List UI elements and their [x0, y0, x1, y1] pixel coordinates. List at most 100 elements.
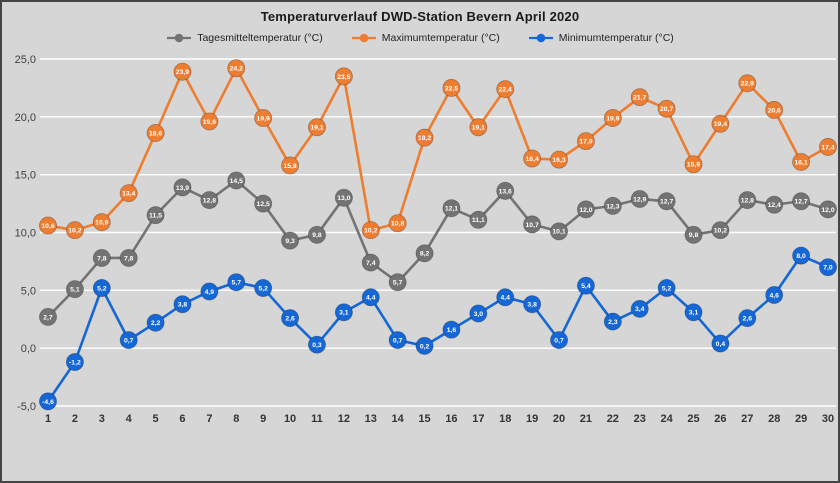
data-point-label: 2,2	[151, 320, 161, 327]
data-point-label: 14,5	[230, 178, 243, 185]
data-point-marker	[227, 273, 246, 292]
x-axis-label: 3	[99, 413, 105, 425]
x-axis-label: 8	[233, 413, 239, 425]
data-point-label: 11,1	[472, 217, 485, 224]
data-point-marker	[227, 171, 246, 190]
data-point-marker	[523, 149, 542, 168]
chart-title: Temperaturverlauf DWD-Station Bevern Apr…	[260, 9, 580, 24]
x-axis-label: 5	[153, 413, 159, 425]
data-point-label: 8,0	[796, 253, 806, 260]
series-line-min	[46, 254, 829, 403]
data-point-label: 13,6	[499, 188, 512, 195]
data-point-marker	[361, 221, 380, 240]
x-axis-label: 27	[741, 413, 753, 425]
data-point-label: 18,6	[149, 130, 162, 137]
x-axis-label: 13	[365, 413, 377, 425]
x-axis-label: 11	[311, 413, 323, 425]
x-axis-label: 24	[660, 413, 673, 425]
data-point-label: 8,2	[420, 251, 430, 258]
data-point-marker	[657, 279, 676, 298]
x-axis-label: 21	[580, 413, 592, 425]
data-point-label: 5,1	[70, 287, 80, 294]
data-point-label: 5,4	[581, 283, 591, 290]
x-axis-label: 16	[445, 413, 457, 425]
data-point-marker	[173, 295, 192, 314]
data-point-label: 12,7	[660, 199, 673, 206]
data-point-marker	[65, 221, 84, 240]
data-point-label: 5,2	[258, 285, 268, 292]
data-point-label: 16,3	[552, 157, 565, 164]
legend-item-mean: Tagesmitteltemperatur (°C)	[166, 32, 323, 44]
data-point-marker	[92, 279, 111, 298]
x-axis-label: 12	[338, 413, 350, 425]
data-point-marker	[388, 214, 407, 233]
x-axis-label: 26	[714, 413, 726, 425]
data-point-label: 3,8	[527, 302, 537, 309]
x-axis-label: 14	[392, 413, 405, 425]
data-point-label: 19,6	[203, 119, 216, 126]
data-point-marker	[415, 336, 434, 355]
data-point-label: 0,7	[124, 337, 134, 344]
data-point-label: 12,0	[821, 207, 834, 214]
data-point-label: 12,0	[579, 207, 592, 214]
data-point-marker	[819, 200, 838, 219]
data-point-label: 12,5	[257, 201, 270, 208]
data-point-label: 22,5	[445, 85, 458, 92]
data-point-marker	[119, 184, 138, 203]
x-axis-label: 28	[768, 413, 780, 425]
data-point-marker	[469, 304, 488, 323]
data-point-marker	[738, 309, 757, 328]
data-point-marker	[765, 100, 784, 119]
data-point-marker	[334, 67, 353, 86]
data-point-marker	[361, 288, 380, 307]
x-axis-label: 22	[607, 413, 619, 425]
data-point-marker	[603, 196, 622, 215]
data-point-marker	[39, 216, 58, 235]
data-point-marker	[200, 282, 219, 301]
data-point-label: 22,9	[741, 81, 754, 88]
data-point-marker	[146, 124, 165, 143]
data-point-label: 3,1	[689, 310, 699, 317]
data-point-label: 12,9	[633, 196, 646, 203]
data-point-marker	[819, 258, 838, 277]
data-point-label: 13,0	[337, 195, 350, 202]
data-point-marker	[738, 74, 757, 93]
data-point-marker	[39, 307, 58, 326]
data-point-marker	[684, 303, 703, 322]
data-point-label: 17,4	[821, 144, 834, 151]
data-point-marker	[711, 221, 730, 240]
data-point-label: 13,4	[122, 191, 135, 198]
data-point-label: 12,7	[794, 199, 807, 206]
data-point-label: 5,7	[393, 280, 403, 287]
data-point-marker	[550, 331, 569, 350]
x-axis-label: 4	[126, 413, 133, 425]
data-point-marker	[173, 62, 192, 81]
x-axis-label: 6	[179, 413, 185, 425]
y-axis-label: -5,0	[17, 401, 36, 413]
x-axis-label: 23	[634, 413, 646, 425]
data-point-label: 9,8	[312, 232, 322, 239]
data-point-label: 22,4	[499, 86, 512, 93]
data-point-marker	[388, 273, 407, 292]
data-point-label: 4,4	[366, 295, 376, 302]
data-point-label: 24,2	[230, 66, 243, 73]
data-point-marker	[576, 132, 595, 151]
data-point-label: 23,5	[337, 74, 350, 81]
x-axis-label: 19	[526, 413, 538, 425]
data-point-marker	[711, 334, 730, 353]
data-point-marker	[415, 128, 434, 147]
data-point-label: -1,2	[69, 359, 81, 366]
x-axis-label: 10	[284, 413, 296, 425]
data-point-marker	[119, 248, 138, 267]
legend-label-mean: Tagesmitteltemperatur (°C)	[197, 32, 323, 44]
data-point-label: 19,9	[606, 115, 619, 122]
data-point-marker	[576, 276, 595, 295]
data-point-label: 11,5	[149, 213, 162, 220]
data-point-label: 0,3	[312, 342, 322, 349]
data-point-label: 9,8	[689, 232, 699, 239]
data-point-label: 16,1	[794, 159, 807, 166]
data-point-label: 12,8	[741, 198, 754, 205]
data-point-label: 4,4	[501, 295, 511, 302]
data-point-label: 10,7	[526, 222, 539, 229]
